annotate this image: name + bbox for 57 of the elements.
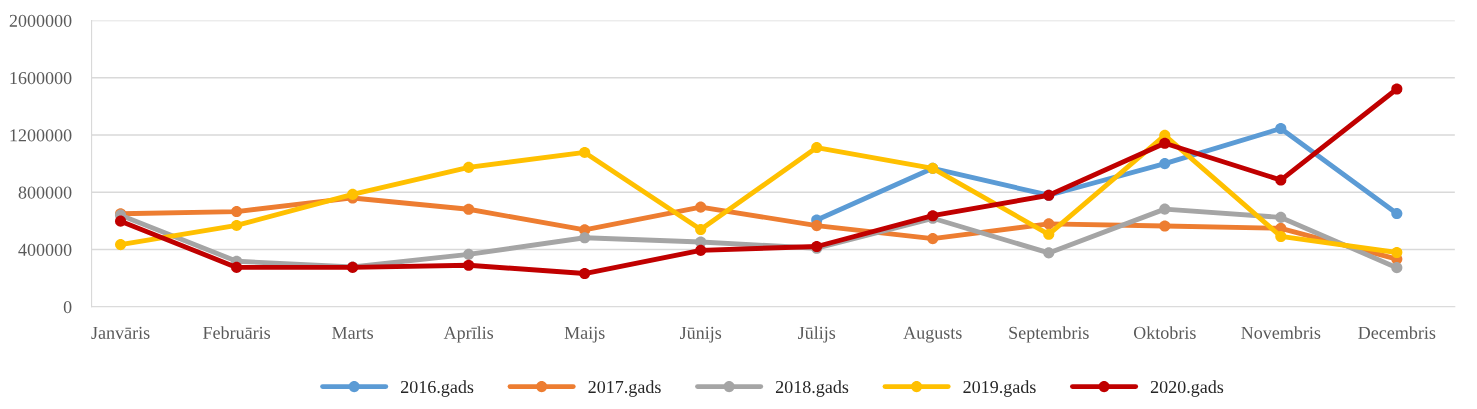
- point: [1275, 211, 1287, 223]
- point: [231, 219, 243, 231]
- point: [1159, 220, 1171, 232]
- point: [463, 248, 475, 260]
- legend-label: 2018.gads: [775, 380, 849, 397]
- point: [1159, 203, 1171, 215]
- y-tick-label: 0: [63, 301, 72, 314]
- x-tick-label: Maijs: [564, 326, 605, 343]
- x-tick-label: Marts: [332, 326, 374, 339]
- point: [347, 188, 359, 200]
- y-tick-label: 1200000: [10, 129, 72, 142]
- y-tick-label: 2000000: [9, 14, 72, 27]
- legend-label: 2016.gads: [401, 380, 474, 397]
- x-tick-label: Decembris: [1358, 326, 1436, 339]
- x-tick-label: Jūnijs: [680, 326, 722, 343]
- point: [1391, 83, 1403, 95]
- point: [579, 232, 591, 244]
- point: [463, 161, 475, 173]
- x-tick-label: Janvāris: [91, 326, 150, 339]
- point: [579, 267, 591, 280]
- point: [231, 261, 243, 273]
- point: [1043, 228, 1055, 240]
- point: [115, 239, 127, 251]
- point: [811, 220, 823, 232]
- x-tick-label: Novembris: [1241, 326, 1321, 339]
- y-tick-label: 400000: [18, 243, 72, 256]
- point: [579, 146, 591, 158]
- y-tick-label: 800000: [18, 186, 72, 199]
- point: [695, 201, 707, 213]
- point: [463, 203, 475, 215]
- legend-label: 2019.gads: [963, 380, 1036, 397]
- point: [1391, 262, 1403, 274]
- x-tick-label: Oktobris: [1133, 326, 1196, 339]
- point: [927, 233, 939, 245]
- point: [811, 142, 823, 154]
- point: [1043, 247, 1055, 259]
- x-tick-label: Jūlijs: [798, 326, 836, 343]
- legend-label: 2017.gads: [588, 380, 661, 397]
- x-tick-label: Februāris: [203, 326, 271, 339]
- point: [1275, 230, 1287, 243]
- point: [1043, 218, 1055, 230]
- x-tick-label: Septembris: [1009, 326, 1089, 343]
- y-tick-label: 1600000: [10, 71, 72, 85]
- point: [1159, 158, 1171, 170]
- point: [231, 206, 243, 218]
- point: [695, 244, 707, 256]
- legend-label: 2020.gads: [1150, 380, 1224, 397]
- point: [1391, 246, 1403, 259]
- point: [1275, 122, 1287, 135]
- point: [1391, 208, 1403, 220]
- point: [463, 259, 475, 271]
- x-tick-label: Aprīlis: [443, 326, 494, 343]
- point: [115, 215, 127, 227]
- point: [1275, 174, 1287, 186]
- x-tick-label: Augusts: [903, 326, 962, 343]
- point: [695, 223, 707, 235]
- point: [1159, 137, 1171, 149]
